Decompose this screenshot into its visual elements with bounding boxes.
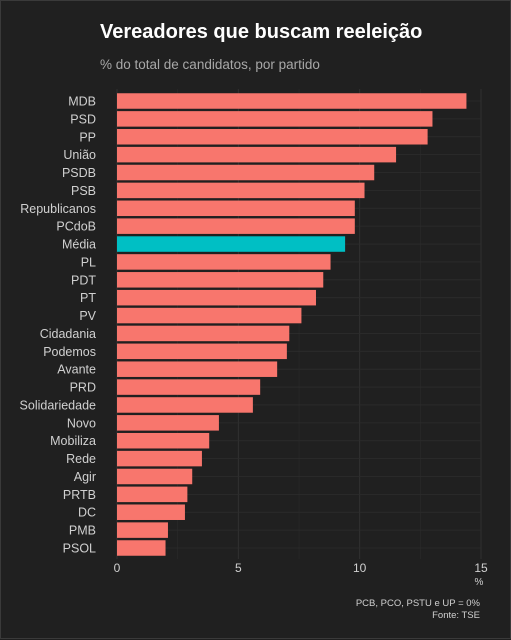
category-label: PRD (70, 381, 96, 395)
bar (117, 218, 355, 234)
bar (117, 504, 185, 520)
category-label: Rede (66, 452, 96, 466)
bar (117, 540, 166, 556)
category-label: Agir (74, 470, 96, 484)
bar (117, 200, 355, 217)
bar-average (117, 236, 346, 252)
category-label: PSB (71, 184, 96, 198)
bar (117, 129, 428, 145)
bar (117, 182, 365, 199)
bar (117, 111, 433, 127)
category-label: União (63, 148, 96, 162)
x-tick-label: 10 (353, 561, 367, 575)
category-label: PRTB (63, 488, 96, 502)
category-label: PV (79, 309, 96, 323)
category-label: PT (80, 291, 96, 305)
category-label: PP (79, 130, 96, 144)
zero-parties-note: PCB, PCO, PSTU e UP = 0% (355, 598, 480, 609)
chart-title: Vereadores que buscam reeleição (100, 21, 423, 43)
category-label: PSDB (62, 166, 96, 180)
bar (117, 397, 253, 413)
bar (117, 522, 168, 538)
chart-subtitle: % do total de candidatos, por partido (100, 57, 320, 72)
bar (117, 486, 188, 503)
bar (117, 432, 210, 449)
bar (117, 164, 375, 181)
bar (117, 379, 261, 395)
bar (117, 307, 302, 324)
category-label: MDB (68, 95, 96, 109)
category-label: Republicanos (20, 202, 96, 216)
category-label: PCdoB (56, 220, 96, 234)
category-label: Média (62, 238, 96, 252)
x-axis-ticks: 0 5 10 15 (114, 561, 488, 575)
bar (117, 272, 324, 288)
category-label: Podemos (43, 345, 96, 359)
category-label: PSD (70, 112, 96, 126)
category-label: Cidadania (40, 327, 96, 341)
bar (117, 468, 193, 485)
x-tick-label: 15 (474, 561, 488, 575)
bar (117, 325, 290, 342)
category-label: PSOL (63, 542, 96, 556)
bar (117, 93, 467, 109)
category-label: DC (78, 506, 96, 520)
bar (117, 289, 316, 306)
category-label: Solidariedade (20, 398, 96, 412)
bar (117, 254, 331, 270)
category-label: Avante (57, 363, 96, 377)
bars (117, 93, 467, 556)
source-note: Fonte: TSE (432, 610, 480, 621)
bar (117, 343, 287, 360)
category-label: Novo (67, 416, 96, 430)
bar (117, 415, 219, 431)
x-tick-label: 0 (114, 561, 121, 575)
x-axis-title: % (475, 577, 484, 588)
category-label: PDT (71, 273, 96, 287)
bar (117, 361, 278, 377)
category-labels: MDB PSD PP União PSDB PSB Republicanos PCdoB Méd… (20, 95, 97, 556)
category-label: PMB (69, 524, 96, 538)
category-label: PL (81, 255, 96, 269)
bar (117, 450, 202, 467)
bar (117, 146, 397, 163)
category-label: Mobiliza (50, 434, 96, 448)
x-tick-label: 5 (235, 561, 242, 575)
